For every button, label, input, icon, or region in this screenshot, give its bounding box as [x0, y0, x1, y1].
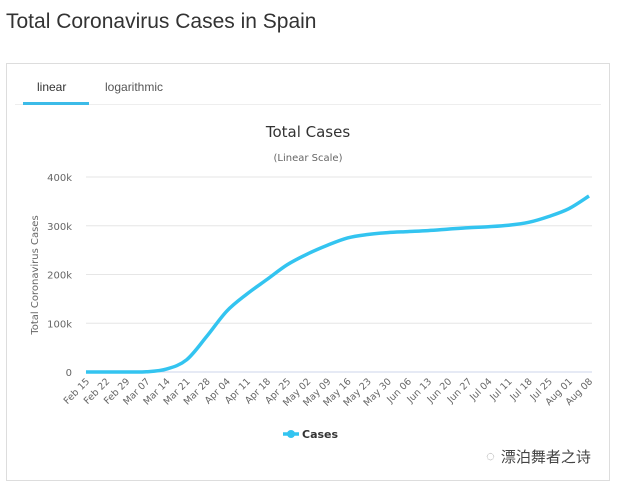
tab-logarithmic[interactable]: logarithmic	[105, 80, 164, 94]
y-tick-label: 400k	[47, 173, 72, 184]
active-tab-indicator	[23, 102, 89, 105]
chart-card: linear logarithmic	[6, 63, 610, 481]
y-tick-label: 0	[66, 368, 72, 379]
wechat-icon: ◌	[486, 448, 495, 465]
tab-linear[interactable]: linear	[37, 80, 67, 94]
watermark: ◌ 漂泊舞者之诗	[486, 446, 591, 467]
legend-dot-marker	[287, 430, 295, 438]
page-title: Total Coronavirus Cases in Spain	[6, 10, 317, 33]
y-tick-label: 300k	[47, 222, 72, 233]
watermark-text: 漂泊舞者之诗	[500, 449, 591, 466]
scale-tabs: linear logarithmic	[15, 64, 601, 105]
y-axis-label: Total Coronavirus Cases	[30, 215, 41, 335]
chart-title: Total Cases	[265, 123, 351, 141]
chart-subtitle: (Linear Scale)	[274, 153, 343, 164]
legend-label: Cases	[302, 428, 339, 441]
x-tick-label: Jul 11	[487, 376, 514, 403]
y-tick-label: 100k	[47, 319, 72, 330]
cases-series-line	[85, 194, 590, 374]
y-tick-label: 200k	[47, 271, 72, 282]
x-tick-label: Jul 04	[467, 376, 494, 403]
x-tick-label: Jul 18	[507, 376, 534, 403]
